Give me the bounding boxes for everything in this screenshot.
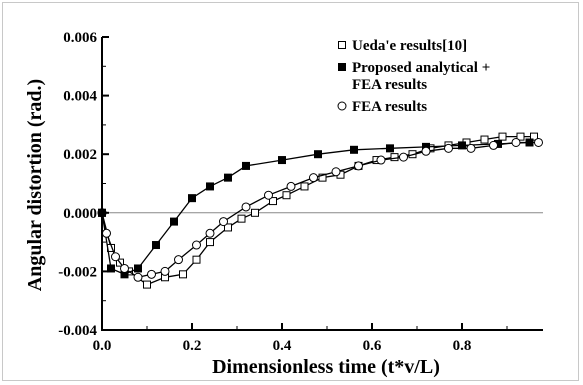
data-point: [237, 214, 246, 223]
y-tick-label: 0.006: [63, 30, 97, 46]
data-point: [286, 181, 296, 191]
data-point: [318, 173, 327, 182]
data-point: [133, 272, 143, 282]
data-point: [192, 240, 201, 250]
tick-labels: -0.004 -0.002 0.000 0.002 0.004 0.006 0.0 0.2 0.…: [58, 30, 471, 354]
data-point: [188, 194, 196, 203]
data-point: [269, 197, 277, 206]
data-point: [179, 270, 187, 279]
data-point: [300, 182, 309, 191]
data-point: [350, 145, 358, 154]
data-point: [309, 173, 318, 183]
data-point: [444, 143, 453, 153]
data-point: [264, 190, 273, 200]
x-tick-label: 0.4: [273, 338, 292, 354]
legend: Ueda'e results[10]Proposed analytical +F…: [337, 38, 490, 115]
data-point: [102, 228, 111, 238]
data-point: [251, 208, 259, 217]
y-tick-label: 0.002: [63, 147, 97, 163]
plot-area: -0.004 -0.002 0.000 0.002 0.004 0.006 0.0 0.2 0.…: [58, 30, 543, 354]
data-point: [386, 144, 394, 153]
data-point: [489, 140, 498, 150]
data-point: [530, 132, 538, 141]
data-point: [120, 263, 129, 273]
axis-ticks: [101, 36, 508, 331]
y-tick-label: -0.002: [58, 264, 97, 280]
legend-marker: [338, 41, 346, 49]
data-point: [282, 191, 291, 200]
y-tick-label: -0.004: [58, 323, 97, 339]
data-point: [206, 238, 214, 247]
data-point: [331, 167, 341, 177]
series-line: [101, 141, 539, 278]
legend-item: FEA results: [337, 99, 427, 115]
legend-item: Ueda'e results[10]: [338, 38, 467, 54]
data-point: [160, 266, 170, 276]
data-point: [399, 152, 408, 162]
series-open-circle: [97, 137, 543, 282]
data-point: [278, 156, 286, 165]
data-point: [534, 137, 543, 147]
legend-marker: [337, 101, 347, 111]
data-point: [224, 223, 232, 232]
data-point: [511, 137, 521, 147]
legend-item: Proposed analytical +FEA results: [338, 60, 490, 93]
x-tick-label: 0.6: [363, 338, 382, 354]
data-point: [192, 255, 201, 264]
x-tick-label: 0.0: [93, 338, 112, 354]
data-point: [219, 217, 228, 227]
data-point: [241, 202, 251, 212]
data-point: [111, 252, 120, 262]
data-point: [466, 143, 476, 153]
legend-label: FEA results: [352, 77, 427, 93]
data-point: [354, 161, 363, 171]
legend-marker: [338, 63, 346, 71]
data-point: [143, 280, 151, 289]
data-point: [480, 135, 489, 144]
data-point: [107, 264, 115, 273]
data-point: [174, 255, 183, 265]
series-filled-square: [98, 138, 534, 279]
legend-label: Ueda'e results[10]: [352, 38, 467, 54]
data-point: [134, 264, 142, 273]
data-point: [421, 146, 431, 156]
data-point: [147, 269, 156, 279]
data-point: [390, 153, 399, 162]
data-point: [206, 182, 214, 191]
data-point: [242, 161, 250, 170]
series-layer: [97, 132, 543, 289]
axis-lines: [101, 37, 543, 331]
x-tick-label: 0.2: [183, 338, 202, 354]
data-point: [152, 241, 160, 250]
y-tick-label: 0.004: [63, 89, 97, 105]
data-point: [224, 173, 232, 182]
legend-label: Proposed analytical +: [352, 60, 490, 76]
data-point: [170, 217, 178, 226]
data-point: [498, 132, 507, 141]
origin-point: [97, 208, 107, 218]
series-line: [101, 141, 530, 276]
series-line: [101, 135, 534, 286]
data-point: [516, 132, 525, 141]
data-point: [205, 228, 215, 238]
x-axis-title: Dimensionless time (t*v/L): [212, 356, 440, 378]
data-point: [376, 155, 386, 165]
legend-label: FEA results: [352, 99, 427, 115]
x-tick-label: 0.8: [453, 338, 472, 354]
y-tick-label: 0.000: [63, 206, 97, 222]
data-point: [314, 150, 322, 159]
y-axis-title: Angular distortion (rad.): [24, 79, 46, 291]
